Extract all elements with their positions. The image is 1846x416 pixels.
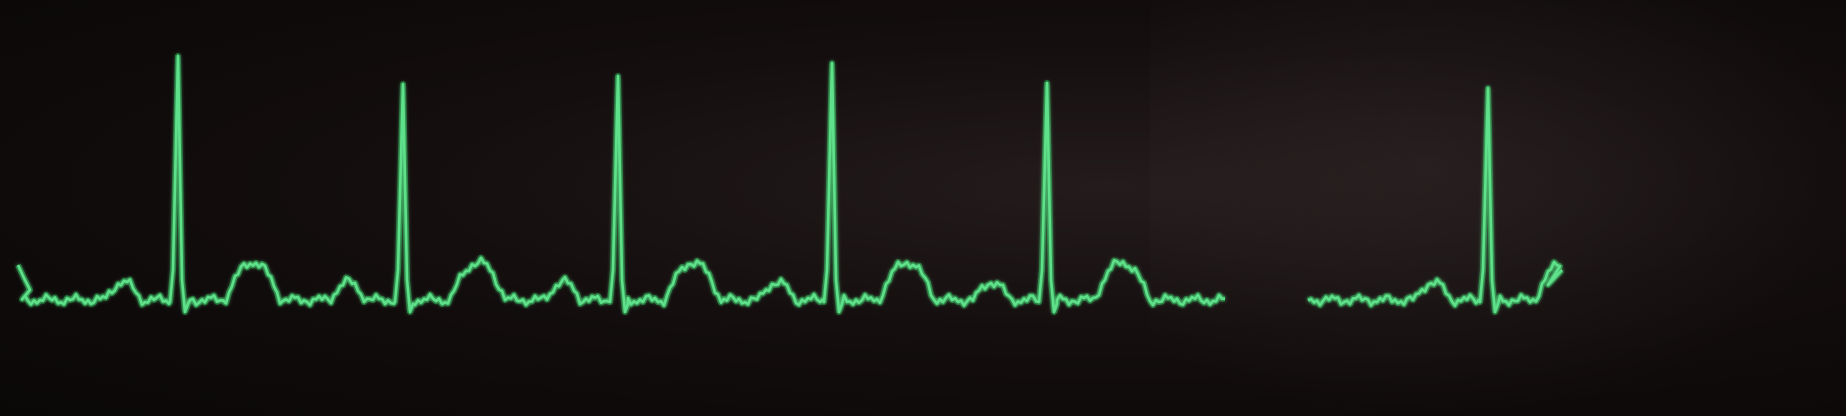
ecg-trace-segment-1 [16,54,1226,314]
ecg-trace-group [15,53,1565,315]
ecg-trace-segment-2 [1307,86,1563,314]
ecg-trace-segment-2-glow [1306,85,1565,315]
